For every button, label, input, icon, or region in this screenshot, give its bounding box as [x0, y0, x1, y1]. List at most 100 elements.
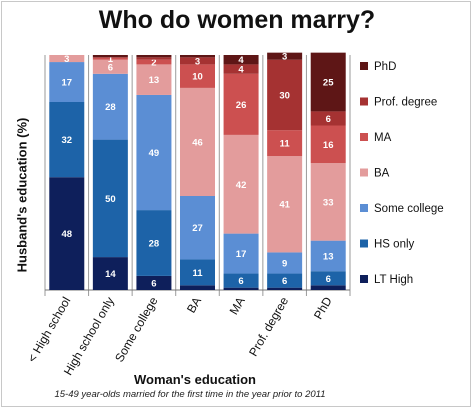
legend-label: HS only — [374, 239, 415, 251]
data-label: 1 — [108, 54, 114, 65]
chart-title: Who do women marry? — [98, 6, 376, 34]
bar-segment — [180, 64, 215, 88]
data-label: 3 — [195, 56, 200, 67]
bar-segment — [223, 73, 259, 135]
bar-segment — [310, 125, 346, 164]
data-label: 41 — [279, 200, 290, 211]
bar-segment — [180, 196, 215, 260]
bar-segment — [310, 285, 346, 290]
bar-segment — [223, 287, 259, 290]
data-label: 6 — [108, 62, 113, 73]
bar-segment — [180, 259, 215, 286]
data-label: 2 — [151, 58, 156, 69]
data-label: 6 — [282, 276, 287, 287]
bar-segment — [92, 73, 128, 140]
data-label: 6 — [151, 278, 156, 289]
bar-segment — [49, 102, 85, 178]
legend-label: MA — [374, 132, 392, 144]
bar-segment — [267, 252, 303, 274]
bar-segment — [310, 271, 346, 286]
data-label: 28 — [105, 102, 116, 113]
bar-segment — [267, 130, 303, 157]
x-tick-label: MA — [227, 295, 248, 318]
data-label: 11 — [280, 139, 291, 150]
bar-segment — [223, 55, 259, 65]
legend-swatch — [360, 97, 368, 106]
bar-segment — [180, 57, 215, 65]
legend-label: PhD — [374, 61, 396, 73]
data-label: 6 — [326, 114, 331, 125]
bar-segment — [92, 59, 128, 74]
data-label: 6 — [326, 274, 331, 285]
legend-swatch — [360, 133, 368, 141]
bar-segment — [136, 59, 172, 65]
data-label: 16 — [323, 140, 334, 151]
bar-segment — [267, 156, 303, 253]
bar-segment — [310, 111, 346, 126]
data-label: 6 — [238, 276, 243, 287]
legend-swatch — [360, 204, 368, 212]
data-label: 48 — [61, 229, 72, 240]
data-label: 13 — [149, 75, 160, 86]
bar-segment — [92, 257, 128, 290]
bar-segment — [136, 55, 172, 58]
x-tick-label: BA — [184, 295, 204, 316]
legend-swatch — [360, 168, 368, 177]
data-label: 27 — [192, 223, 203, 234]
data-label: 17 — [236, 249, 247, 260]
bar-segment — [136, 94, 172, 211]
bar-segment — [49, 177, 85, 290]
bar-segment — [310, 52, 346, 112]
bar-segment — [267, 59, 303, 131]
data-label: 10 — [192, 72, 203, 83]
data-label: 14 — [105, 269, 116, 280]
legend-swatch — [360, 275, 368, 283]
data-label: 3 — [64, 54, 69, 65]
data-label: 42 — [236, 180, 247, 191]
bar-segment — [310, 240, 346, 272]
bar-segment — [180, 87, 215, 196]
data-label: 3 — [282, 52, 287, 63]
bar-segment — [136, 210, 172, 276]
data-label: 4 — [238, 55, 244, 66]
legend-label: LT High — [374, 274, 413, 286]
chart-footnote: 15-49 year-olds married for the first ti… — [54, 389, 326, 400]
data-label: 4 — [238, 65, 244, 76]
bar-segment — [223, 64, 259, 74]
bar-segment — [49, 55, 85, 63]
data-label: 28 — [149, 239, 160, 250]
x-tick-label: Prof. degree — [246, 294, 291, 358]
bar-segment — [267, 287, 303, 290]
bar-segment — [267, 52, 303, 60]
data-label: 25 — [323, 78, 334, 89]
legend-swatch — [360, 239, 368, 248]
data-label: 50 — [105, 194, 116, 205]
data-label: 26 — [236, 100, 247, 111]
bar-segment — [223, 273, 259, 288]
data-label: 30 — [279, 90, 290, 101]
bar-segment — [92, 139, 128, 258]
data-label: 11 — [192, 268, 203, 279]
bar-segment — [92, 57, 128, 60]
x-tick-label: < High school — [25, 295, 74, 365]
bar-segment — [136, 64, 172, 95]
bar-segment — [180, 285, 215, 290]
bar-segment — [267, 273, 303, 288]
bar-segment — [49, 62, 85, 102]
data-label: 49 — [149, 148, 160, 159]
data-label: 33 — [323, 197, 334, 208]
legend-label: Some college — [374, 203, 444, 215]
data-label: 46 — [192, 137, 203, 148]
bar-segment — [223, 134, 259, 234]
data-label: 9 — [282, 258, 287, 269]
x-axis-label: Woman's education — [133, 372, 257, 387]
data-label: 32 — [61, 135, 72, 146]
bar-segment — [223, 233, 259, 274]
bar-segment — [310, 163, 346, 241]
x-tick-label: Some college — [112, 294, 161, 364]
data-label: 17 — [61, 78, 72, 89]
legend-label: BA — [374, 168, 390, 180]
legend-swatch — [360, 62, 368, 70]
